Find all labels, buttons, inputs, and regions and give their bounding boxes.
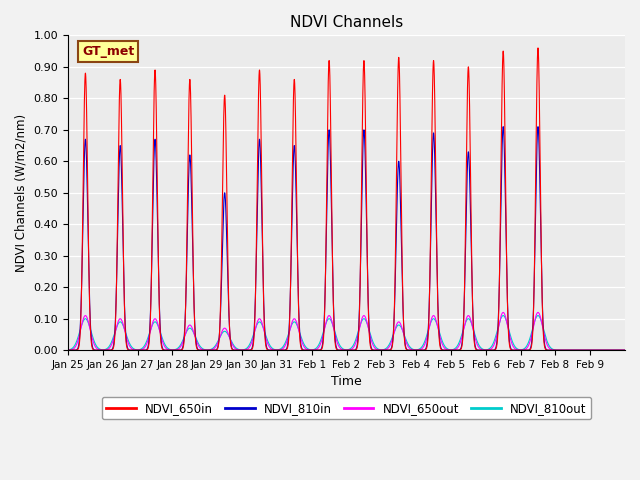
NDVI_650in (64, 348, 72, 353)
NDVI_650out (477, 347, 484, 352)
Text: GT_met: GT_met (82, 45, 134, 58)
NDVI_810in (507, 345, 515, 351)
NDVI_650in (621, 348, 629, 353)
NDVI_650out (507, 337, 515, 343)
NDVI_650out (64, 348, 72, 353)
NDVI_810out (499, 312, 507, 318)
NDVI_810out (394, 323, 401, 328)
NDVI_650in (266, 348, 273, 353)
NDVI_650out (621, 348, 629, 353)
Y-axis label: NDVI Channels (W/m2/nm): NDVI Channels (W/m2/nm) (15, 114, 28, 272)
NDVI_810in (477, 348, 484, 353)
Line: NDVI_650out: NDVI_650out (68, 312, 625, 350)
Line: NDVI_810in: NDVI_810in (68, 127, 625, 350)
NDVI_650in (534, 45, 542, 51)
NDVI_650out (266, 345, 273, 350)
NDVI_810out (418, 344, 426, 350)
NDVI_810in (499, 124, 507, 130)
NDVI_810in (64, 348, 72, 353)
NDVI_650out (92, 345, 100, 350)
Line: NDVI_650in: NDVI_650in (68, 48, 625, 350)
Line: NDVI_810out: NDVI_810out (68, 315, 625, 350)
NDVI_810in (418, 348, 426, 353)
NDVI_650in (394, 92, 401, 97)
NDVI_810in (394, 178, 401, 184)
Legend: NDVI_650in, NDVI_810in, NDVI_650out, NDVI_810out: NDVI_650in, NDVI_810in, NDVI_650out, NDV… (102, 397, 591, 420)
NDVI_650in (507, 347, 515, 352)
NDVI_810in (266, 348, 273, 353)
NDVI_810out (477, 345, 484, 351)
NDVI_650out (552, 348, 559, 353)
NDVI_650out (418, 346, 426, 351)
NDVI_810in (621, 348, 629, 353)
NDVI_810in (552, 348, 559, 353)
Title: NDVI Channels: NDVI Channels (290, 15, 403, 30)
NDVI_810out (621, 348, 629, 353)
NDVI_650in (418, 348, 426, 353)
NDVI_810out (552, 348, 559, 353)
NDVI_810out (507, 334, 515, 339)
NDVI_810in (92, 348, 100, 353)
NDVI_810out (92, 342, 100, 348)
NDVI_650in (477, 348, 484, 353)
NDVI_810out (266, 342, 273, 348)
X-axis label: Time: Time (331, 375, 362, 388)
NDVI_650in (92, 348, 100, 353)
NDVI_650out (499, 310, 507, 315)
NDVI_810out (64, 347, 72, 353)
NDVI_650in (552, 348, 559, 353)
NDVI_650out (394, 320, 401, 325)
